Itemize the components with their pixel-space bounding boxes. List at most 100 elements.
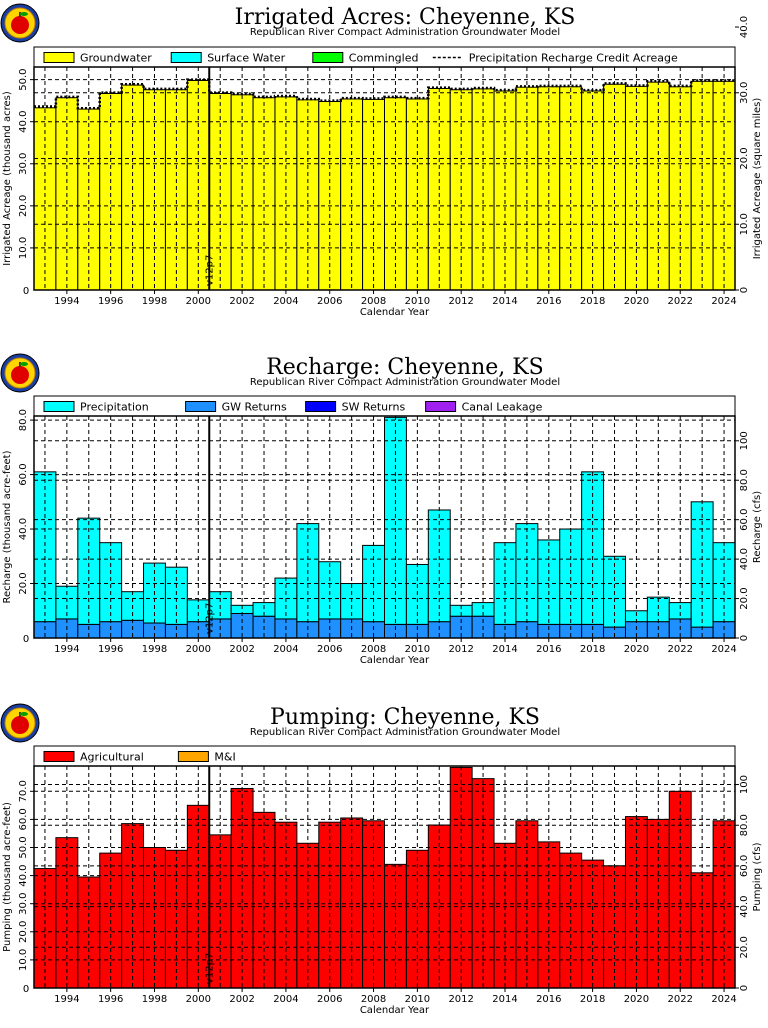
x-tick-label: 2018: [580, 644, 605, 655]
x-tick-label: 2010: [405, 644, 430, 655]
legend-swatch: [43, 401, 75, 412]
legend-swatch: [43, 751, 75, 762]
chart-subtitle: Republican River Compact Administration …: [250, 27, 560, 38]
panel-1: Irrigated Acres: Cheyenne, KSRepublican …: [0, 3, 763, 318]
legend-swatch: [43, 52, 75, 63]
x-tick-label: 2012: [448, 994, 473, 1005]
y-right-tick-label: 20.0: [739, 147, 750, 169]
bar-precipitation-2024: [712, 542, 736, 623]
x-tick-label: 2010: [405, 994, 430, 1005]
x-tick-label: 2002: [229, 994, 254, 1005]
x-tick-label: 2004: [273, 644, 298, 655]
logo-apple: [11, 366, 29, 384]
y-right-tick-label: 0: [739, 287, 750, 293]
y-right-tick-label: 30.0: [739, 82, 750, 104]
logo-stem: [19, 362, 21, 367]
legend-label: SW Returns: [342, 401, 406, 414]
y-right-tick-label: 100: [739, 431, 750, 450]
x-tick-label: 2018: [580, 994, 605, 1005]
x-tick-label: 2024: [711, 644, 736, 655]
x-tick-label: 2006: [317, 296, 342, 307]
legend-label: Precipitation: [80, 401, 149, 414]
x-tick-label: 2008: [361, 994, 386, 1005]
bar-groundwater-1996: [99, 93, 123, 291]
x-tick-label: 2016: [536, 296, 561, 307]
legend-label: M&I: [214, 751, 235, 764]
x-tick-label: 2010: [405, 296, 430, 307]
y-tick-label: 50.0: [18, 68, 29, 90]
y-tick-label: 30.0: [18, 893, 29, 915]
x-tick-label: 2022: [668, 296, 693, 307]
y-right-tick-label: 60.0: [739, 855, 750, 877]
x-tick-label: 2022: [668, 994, 693, 1005]
y-tick-label: 40.0: [18, 864, 29, 886]
y-tick-label: 40.0: [18, 518, 29, 540]
logo-leaf: [20, 362, 28, 366]
y-axis-label: Irrigated Acreage (thousand acres): [2, 91, 13, 266]
legend-label: Canal Leakage: [462, 401, 543, 414]
y-axis-label: Pumping (thousand acre-feet): [2, 802, 13, 952]
legend-swatch: [312, 52, 344, 63]
x-tick-label: 2022: [668, 644, 693, 655]
chart-title: Pumping: Cheyenne, KS: [270, 705, 540, 730]
x-tick-label: 2004: [273, 994, 298, 1005]
x-tick-label: 2000: [186, 994, 211, 1005]
x-tick-label: 2020: [624, 296, 649, 307]
chart-subtitle: Republican River Compact Administration …: [250, 727, 560, 738]
version-marker-label: v12p7: [204, 953, 215, 984]
plot-frame: [33, 66, 736, 291]
y-tick-label: 50.0: [18, 836, 29, 858]
x-tick-label: 2020: [624, 994, 649, 1005]
y-right-tick-label: 40.0: [739, 548, 750, 570]
x-tick-label: 2000: [186, 644, 211, 655]
y-axis-label: Recharge (thousand acre-feet): [2, 450, 13, 603]
y-right-tick-label: 0: [739, 985, 750, 991]
y-right-tick-label: 100: [739, 775, 750, 794]
legend-label: Precipitation Recharge Credit Acreage: [469, 52, 678, 65]
y-tick-label: 60.0: [18, 463, 29, 485]
y-right-tick-label: 80.0: [739, 814, 750, 836]
x-tick-label: 1998: [142, 296, 167, 307]
legend-swatch: [425, 401, 457, 412]
legend-label: Agricultural: [80, 751, 144, 764]
y-tick-label: 60.0: [18, 808, 29, 830]
x-tick-label: 2014: [492, 994, 517, 1005]
x-tick-label: 2000: [186, 296, 211, 307]
x-tick-label: 2012: [448, 296, 473, 307]
x-tick-label: 2012: [448, 644, 473, 655]
x-tick-label: 2002: [229, 644, 254, 655]
y-tick-label: 20.0: [18, 195, 29, 217]
bar-groundwater-1993: [33, 107, 57, 291]
x-tick-label: 2004: [273, 296, 298, 307]
y-right-tick-label: 60.0: [739, 509, 750, 531]
y-right-axis-label: Irrigated Acreage (square miles): [752, 98, 763, 260]
x-axis-label: Calendar Year: [360, 1005, 430, 1016]
bar-groundwater-2014: [493, 90, 517, 291]
legend-label: Surface Water: [207, 52, 285, 65]
legend-label: Groundwater: [80, 52, 152, 65]
x-tick-label: 2008: [361, 296, 386, 307]
y-tick-label: 70.0: [18, 780, 29, 802]
y-tick-label: 40.0: [18, 111, 29, 133]
legend-swatch: [305, 401, 337, 412]
x-tick-label: 1994: [54, 994, 79, 1005]
x-tick-label: 2018: [580, 296, 605, 307]
plot-frame: [33, 765, 736, 989]
y-right-tick-label: 0: [739, 635, 750, 641]
y-right-tick-label: 20.0: [739, 936, 750, 958]
y-right-tick-label: 80.0: [739, 469, 750, 491]
y-right-tick-label: 10.0: [739, 213, 750, 235]
x-tick-label: 2024: [711, 296, 736, 307]
bar-agricultural-1999: [164, 849, 188, 989]
bar-groundwater-2018: [581, 90, 605, 291]
x-tick-label: 2016: [536, 644, 561, 655]
legend-label: Commingled: [349, 52, 419, 65]
y-right-tick-label: 20.0: [739, 587, 750, 609]
chart-subtitle: Republican River Compact Administration …: [250, 377, 560, 388]
bar-agricultural-1998: [143, 846, 166, 989]
x-tick-label: 2006: [317, 644, 342, 655]
y-tick-label: 0: [23, 984, 29, 995]
x-tick-label: 1994: [54, 296, 79, 307]
bar-precipitation-2018: [581, 471, 605, 625]
